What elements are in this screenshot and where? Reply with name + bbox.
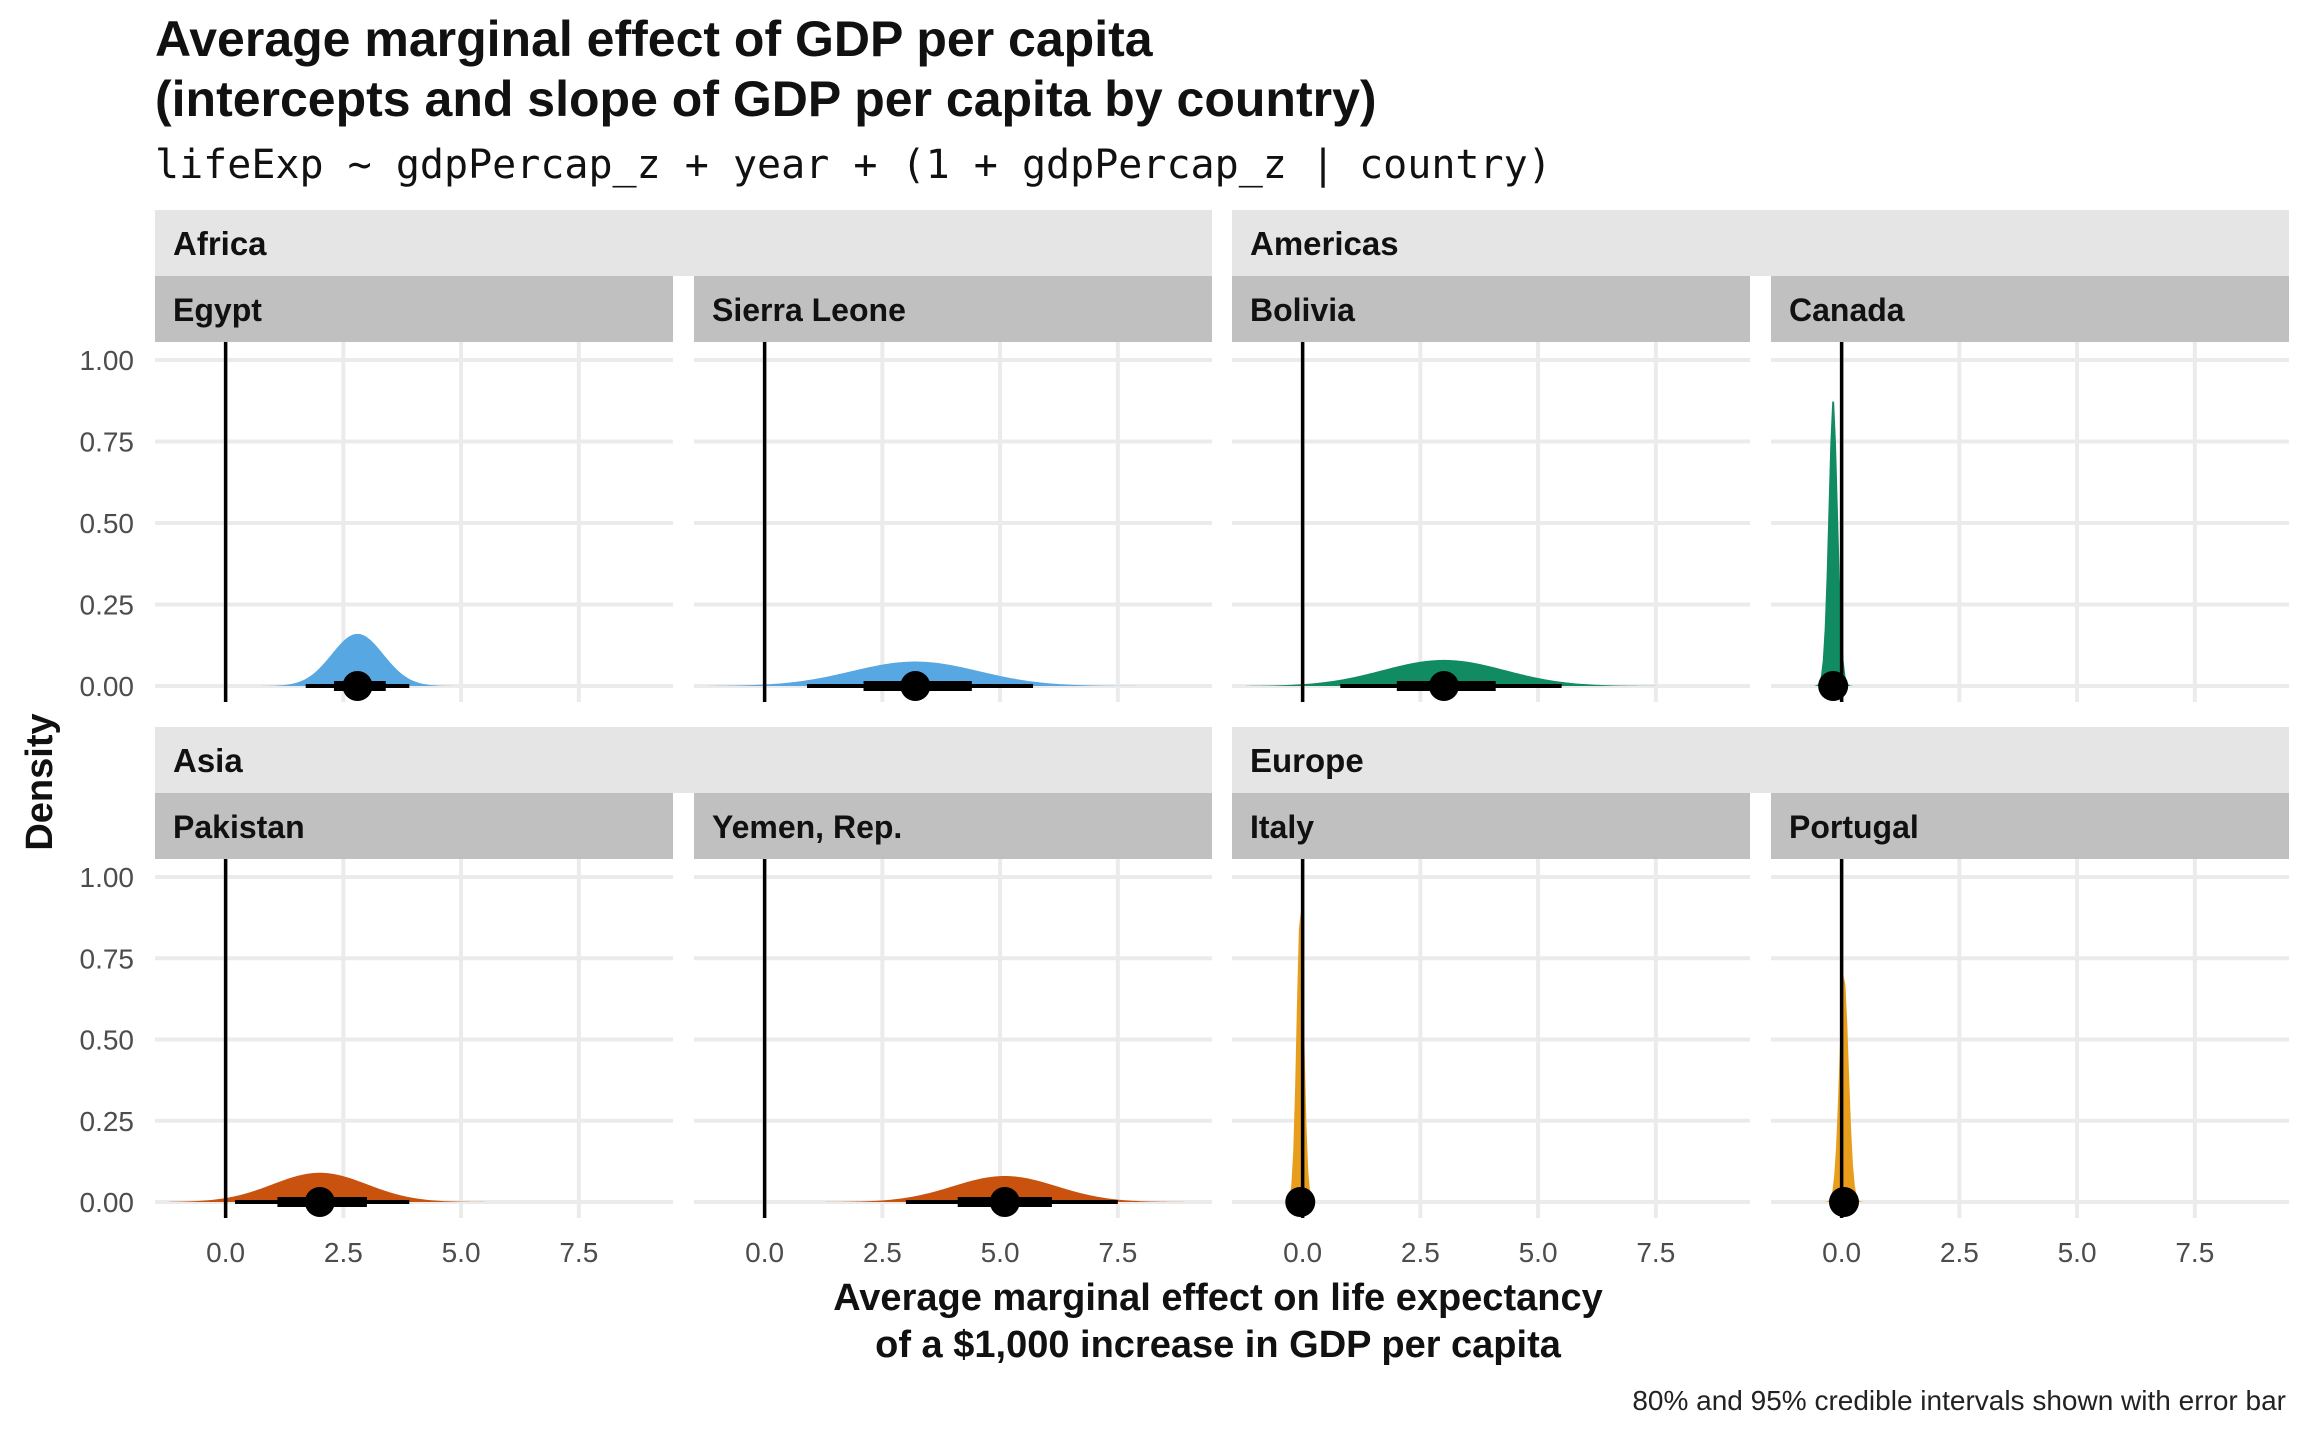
median-point	[1828, 1187, 1859, 1217]
continent-strip	[1232, 210, 2289, 276]
country-strip-label: Yemen, Rep.	[712, 809, 902, 845]
chart-caption: 80% and 95% credible intervals shown wit…	[1632, 1385, 2286, 1416]
x-tick-label: 2.5	[1940, 1237, 1979, 1268]
country-strip-label: Portugal	[1789, 809, 1919, 845]
x-tick-label: 7.5	[2175, 1237, 2214, 1268]
continent-strip-label: Americas	[1250, 225, 1399, 262]
median-point	[1285, 1187, 1316, 1217]
x-tick-label: 0.0	[745, 1237, 784, 1268]
y-tick-label: 0.50	[80, 508, 135, 539]
median-point	[989, 1187, 1020, 1217]
density-area	[169, 633, 659, 686]
density-area	[1785, 975, 2275, 1202]
country-strip	[1232, 276, 1750, 342]
density-area	[708, 661, 1198, 686]
facet-panels: Africa Egypt Sierra Leone Americas Bolivia Ca…	[80, 210, 2289, 1268]
y-tick-label: 0.25	[80, 590, 135, 621]
x-tick-label: 0.0	[206, 1237, 245, 1268]
continent-strip-label: Europe	[1250, 742, 1364, 779]
x-tick-label: 0.0	[1283, 1237, 1322, 1268]
x-axis-label-line1: Average marginal effect on life expectan…	[833, 1277, 1602, 1319]
density-area	[1246, 911, 1736, 1202]
continent-strip-label: Africa	[173, 225, 267, 262]
density-area	[708, 1176, 1198, 1202]
y-tick-label: 1.00	[80, 345, 135, 376]
continent-strip	[1232, 727, 2289, 793]
x-tick-label: 2.5	[863, 1237, 902, 1268]
x-tick-label: 2.5	[1401, 1237, 1440, 1268]
x-tick-label: 5.0	[2058, 1237, 2097, 1268]
density-area	[1246, 659, 1736, 686]
country-strip-label: Egypt	[173, 292, 262, 328]
x-tick-label: 0.0	[1822, 1237, 1861, 1268]
median-point	[342, 671, 373, 701]
country-strip	[1771, 793, 2289, 859]
country-strip	[155, 276, 673, 342]
y-tick-label: 0.50	[80, 1025, 135, 1056]
y-tick-label: 0.75	[80, 427, 135, 458]
x-tick-label: 5.0	[1519, 1237, 1558, 1268]
x-tick-label: 7.5	[1098, 1237, 1137, 1268]
country-strip	[1232, 793, 1750, 859]
median-point	[304, 1187, 335, 1217]
y-tick-label: 1.00	[80, 862, 135, 893]
x-tick-label: 5.0	[442, 1237, 481, 1268]
country-strip	[155, 793, 673, 859]
country-strip-label: Sierra Leone	[712, 292, 906, 328]
continent-strip	[155, 210, 1212, 276]
country-strip-label: Italy	[1250, 809, 1314, 845]
continent-strip	[155, 727, 1212, 793]
chart-title-line2: (intercepts and slope of GDP per capita …	[155, 71, 1377, 127]
country-strip-label: Canada	[1789, 292, 1905, 328]
x-axis-label-line2: of a $1,000 increase in GDP per capita	[875, 1324, 1562, 1366]
chart-subtitle: lifeExp ~ gdpPercap_z + year + (1 + gdpP…	[155, 142, 1552, 188]
density-area	[1785, 401, 2275, 686]
country-strip	[694, 793, 1212, 859]
median-point	[1818, 671, 1849, 701]
density-area	[169, 1172, 659, 1202]
continent-strip-label: Asia	[173, 742, 243, 779]
chart-title-line1: Average marginal effect of GDP per capit…	[155, 11, 1154, 67]
median-point	[1428, 671, 1459, 701]
y-tick-label: 0.75	[80, 943, 135, 974]
y-tick-label: 0.00	[80, 671, 135, 702]
x-tick-label: 2.5	[324, 1237, 363, 1268]
x-tick-label: 7.5	[1636, 1237, 1675, 1268]
y-tick-label: 0.00	[80, 1187, 135, 1218]
x-tick-label: 7.5	[559, 1237, 598, 1268]
median-point	[900, 671, 931, 701]
country-strip	[1771, 276, 2289, 342]
country-strip-label: Pakistan	[173, 809, 305, 845]
country-strip	[694, 276, 1212, 342]
y-axis-label: Density	[19, 713, 61, 850]
country-strip-label: Bolivia	[1250, 292, 1355, 328]
x-tick-label: 5.0	[981, 1237, 1020, 1268]
y-tick-label: 0.25	[80, 1106, 135, 1137]
